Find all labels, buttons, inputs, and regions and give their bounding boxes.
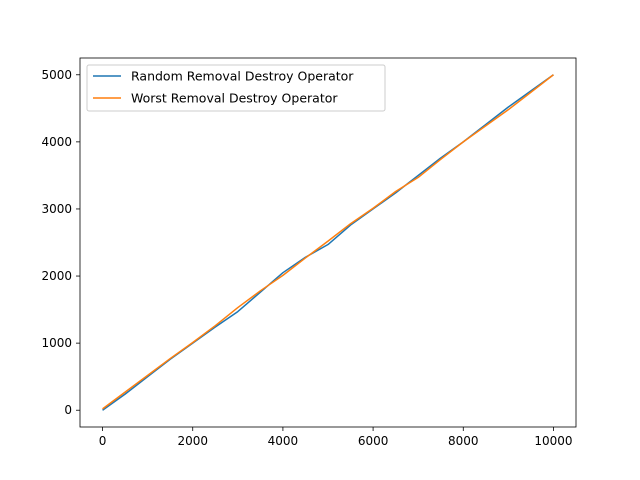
- plot-frame: [79, 57, 577, 428]
- y-tick-label: 0: [64, 403, 72, 417]
- x-tick-label: 6000: [358, 434, 389, 448]
- series-layer: [102, 74, 554, 411]
- x-axis-ticks: 0 2000 4000 6000 8000 10000: [99, 427, 573, 448]
- y-tick-label: 2000: [41, 269, 72, 283]
- x-tick-label: 8000: [448, 434, 479, 448]
- y-tick-label: 1000: [41, 336, 72, 350]
- legend-box: [86, 64, 386, 112]
- series-line-2: [102, 74, 554, 410]
- x-tick-label: 0: [99, 434, 107, 448]
- y-tick-label: 5000: [41, 68, 72, 82]
- y-tick-label: 3000: [41, 202, 72, 216]
- x-tick-label: 10000: [534, 434, 572, 448]
- y-axis-ticks: 0 1000 2000 3000 4000 5000: [41, 68, 80, 417]
- x-tick-label: 4000: [268, 434, 299, 448]
- x-tick-label: 2000: [177, 434, 208, 448]
- legend-label-1: Random Removal Destroy Operator: [131, 69, 354, 84]
- legend: Random Removal Destroy Operator Worst Rem…: [86, 64, 386, 112]
- legend-label-2: Worst Removal Destroy Operator: [131, 91, 338, 106]
- y-tick-label: 4000: [41, 135, 72, 149]
